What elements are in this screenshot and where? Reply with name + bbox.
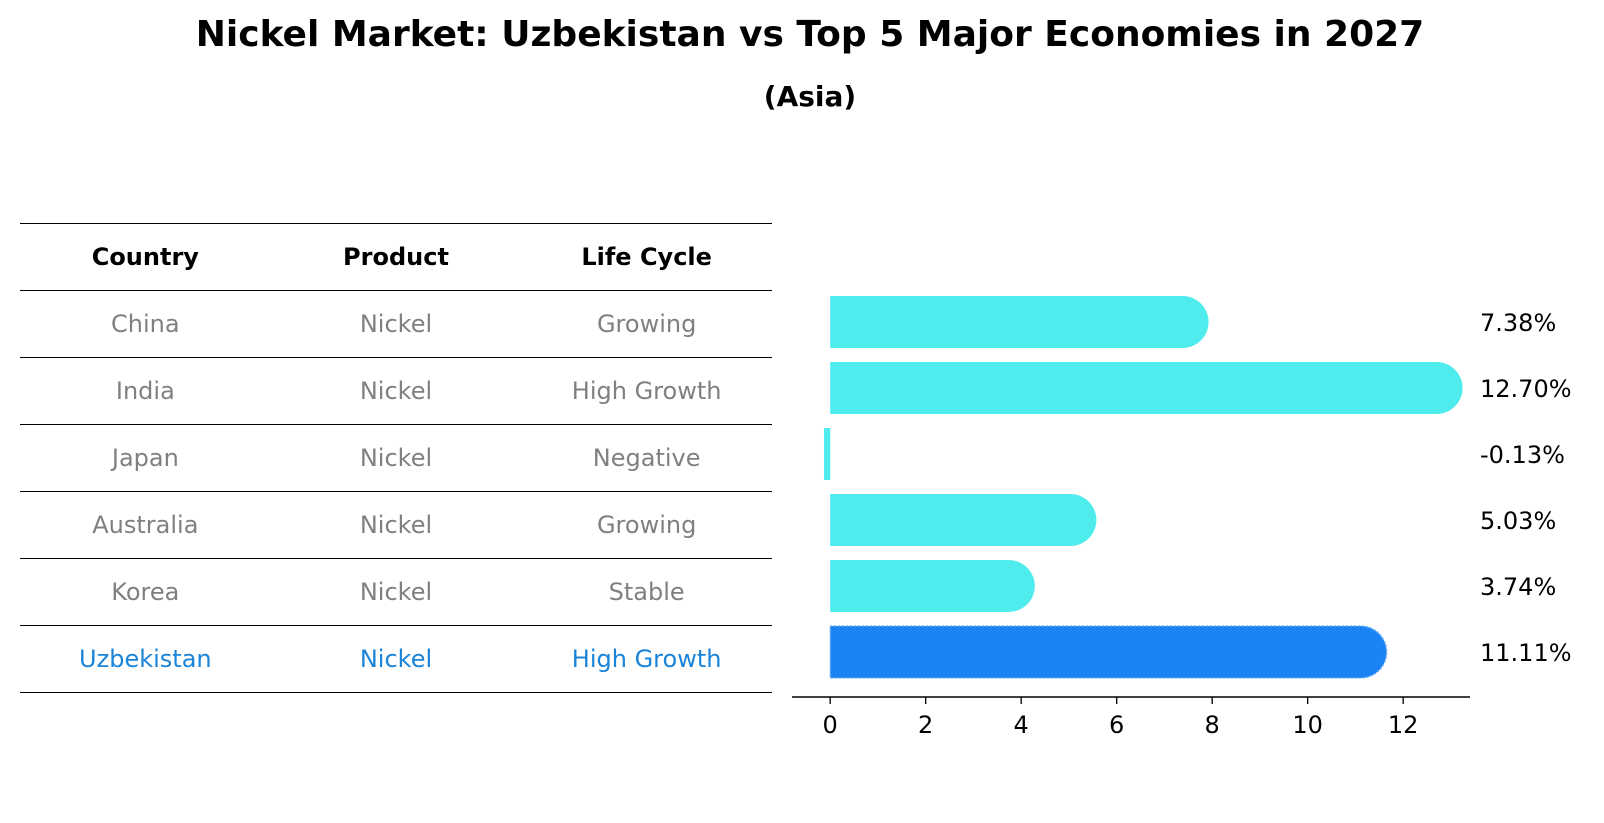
cell-product: Nickel <box>359 645 433 673</box>
cell-life-cycle: High Growth <box>571 377 722 405</box>
x-tick-label: 12 <box>1388 711 1419 739</box>
header-country: Country <box>91 243 199 271</box>
cell-product: Nickel <box>359 310 433 338</box>
table-row: China Nickel Growing <box>20 290 772 357</box>
value-label: 11.11% <box>1480 639 1572 667</box>
value-label: 3.74% <box>1480 573 1556 601</box>
x-tick-label: 6 <box>1109 711 1124 739</box>
table-header-row: Country Product Life Cycle <box>20 223 772 290</box>
cell-product: Nickel <box>359 511 433 539</box>
cell-product: Nickel <box>359 377 433 405</box>
cell-life-cycle: Negative <box>592 444 701 472</box>
cell-life-cycle: Stable <box>608 578 685 606</box>
bar-australia <box>830 494 1097 546</box>
cell-life-cycle: High Growth <box>571 645 722 673</box>
cell-country: Japan <box>111 444 179 472</box>
x-tick-label: 0 <box>823 711 838 739</box>
cell-country: Uzbekistan <box>79 645 212 673</box>
chart-subtitle: (Asia) <box>763 80 857 113</box>
value-label: 5.03% <box>1480 507 1556 535</box>
table-row: Korea Nickel Stable <box>20 558 772 625</box>
table-row-highlight: Uzbekistan Nickel High Growth <box>20 625 772 693</box>
x-tick-label: 2 <box>918 711 933 739</box>
bar-japan <box>823 428 831 480</box>
header-product: Product <box>343 243 449 271</box>
cell-country: Korea <box>111 578 180 606</box>
cell-life-cycle: Growing <box>596 310 697 338</box>
cell-product: Nickel <box>359 444 433 472</box>
table-row: Australia Nickel Growing <box>20 491 772 558</box>
cell-country: Australia <box>92 511 199 539</box>
cell-country: China <box>111 310 180 338</box>
bar-uzbekistan <box>829 625 1388 679</box>
chart-title: Nickel Market: Uzbekistan vs Top 5 Major… <box>195 14 1425 55</box>
x-tick-label: 4 <box>1014 711 1029 739</box>
cell-country: India <box>115 377 175 405</box>
value-label: -0.13% <box>1480 441 1565 469</box>
bar-korea <box>830 560 1035 612</box>
cell-product: Nickel <box>359 578 433 606</box>
table-row: India Nickel High Growth <box>20 357 772 424</box>
value-label: 12.70% <box>1480 375 1572 403</box>
x-tick-label: 10 <box>1292 711 1323 739</box>
bar-china <box>830 296 1209 348</box>
cell-life-cycle: Growing <box>596 511 697 539</box>
value-label: 7.38% <box>1480 309 1556 337</box>
bar-india <box>830 362 1463 414</box>
x-tick-label: 8 <box>1205 711 1220 739</box>
header-life-cycle: Life Cycle <box>581 243 712 271</box>
table-row: Japan Nickel Negative <box>20 424 772 491</box>
country-table: Country Product Life Cycle China Nickel … <box>20 223 772 693</box>
